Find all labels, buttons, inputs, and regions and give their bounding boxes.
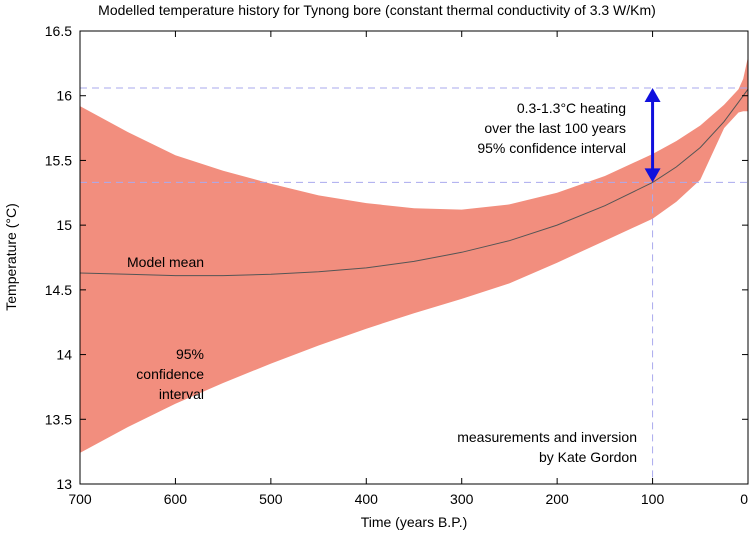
heating-annotation-line-1: 0.3-1.3°C heating (517, 100, 626, 116)
y-tick-label: 14.5 (45, 282, 72, 298)
confidence-annotation-line-3: interval (159, 386, 204, 402)
x-tick-label: 600 (164, 491, 188, 507)
heating-arrow-head-down (644, 168, 661, 183)
y-axis-label: Temperature (°C) (3, 203, 19, 311)
confidence-annotation-line-2: confidence (136, 366, 204, 382)
x-tick-label: 200 (545, 491, 569, 507)
y-tick-label: 16.5 (45, 23, 72, 39)
x-tick-label: 100 (641, 491, 665, 507)
x-tick-label: 0 (740, 491, 748, 507)
y-tick-label: 16 (56, 88, 72, 104)
confidence-annotation-line-1: 95% (176, 346, 204, 362)
y-tick-label: 15.5 (45, 152, 72, 168)
heating-arrow-head-up (644, 87, 661, 102)
credit-line-2: by Kate Gordon (539, 449, 637, 465)
heating-annotation: 0.3-1.3°C heating over the last 100 year… (477, 100, 626, 156)
x-tick-label: 500 (259, 491, 283, 507)
chart-title: Modelled temperature history for Tynong … (98, 2, 656, 18)
x-axis-label: Time (years B.P.) (361, 514, 468, 530)
confidence-band (80, 56, 748, 453)
heating-annotation-line-3: 95% confidence interval (477, 140, 626, 156)
x-tick-label: 400 (355, 491, 379, 507)
credit-annotation: measurements and inversion by Kate Gordo… (457, 429, 637, 465)
y-tick-label: 13.5 (45, 411, 72, 427)
heating-annotation-line-2: over the last 100 years (484, 120, 626, 136)
plot-frame (79, 30, 749, 485)
y-tick-label: 13 (56, 476, 72, 492)
y-tick-label: 15 (56, 217, 72, 233)
confidence-annotation: 95% confidence interval (136, 346, 204, 402)
y-tick-label: 14 (56, 347, 72, 363)
x-tick-label: 700 (68, 491, 92, 507)
x-tick-label: 300 (450, 491, 474, 507)
credit-line-1: measurements and inversion (457, 429, 637, 445)
model-mean-label: Model mean (127, 254, 204, 270)
model-mean-line (79, 88, 749, 277)
